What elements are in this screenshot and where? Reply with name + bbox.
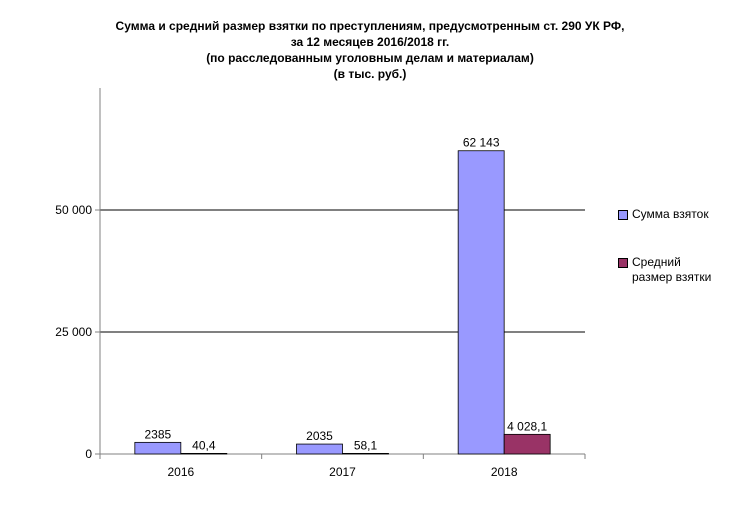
bar-sum — [296, 443, 343, 455]
data-label: 4 028,1 — [507, 419, 547, 433]
bar-avg — [342, 452, 389, 455]
data-label: 2385 — [144, 427, 171, 441]
legend-item-sum: Сумма взяток — [618, 207, 711, 222]
x-tick-label: 2018 — [491, 465, 518, 479]
legend-label-sum: Сумма взяток — [632, 207, 709, 221]
legend-label-avg-line-1: Средний — [632, 255, 681, 269]
x-tick-label: 2017 — [329, 465, 356, 479]
data-label: 40,4 — [192, 438, 216, 452]
y-tick-label: 25 000 — [55, 325, 92, 339]
legend-item-avg: Средний размер взятки — [618, 255, 711, 285]
chart-title: Сумма и средний размер взятки по преступ… — [0, 18, 740, 82]
data-label: 62 143 — [463, 136, 500, 150]
bar-avg — [503, 433, 551, 455]
title-line-1: Сумма и средний размер взятки по преступ… — [115, 19, 625, 33]
bar-sum — [134, 441, 182, 455]
y-tick-label: 0 — [85, 447, 92, 461]
legend: Сумма взяток Средний размер взятки — [618, 207, 711, 285]
bar-sum — [457, 150, 505, 455]
x-tick-label: 2016 — [167, 465, 194, 479]
legend-swatch-sum — [618, 210, 628, 220]
y-tick-label: 50 000 — [55, 203, 92, 217]
legend-label-avg-line-2: размер взятки — [632, 270, 712, 284]
legend-swatch-avg — [618, 258, 628, 268]
bar-avg — [180, 452, 228, 455]
data-label: 58,1 — [354, 438, 378, 452]
data-label: 2035 — [306, 429, 333, 443]
title-line-2: за 12 месяцев 2016/2018 гг. — [290, 35, 450, 49]
title-line-3: (по расследованным уголовным делам и мат… — [206, 51, 534, 65]
title-line-4: (в тыс. руб.) — [333, 67, 407, 81]
